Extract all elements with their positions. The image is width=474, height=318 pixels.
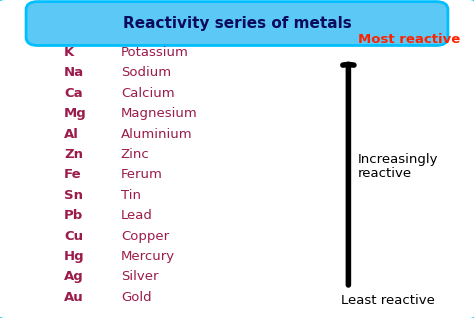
Text: Least reactive: Least reactive	[341, 294, 435, 307]
Text: reactive: reactive	[358, 167, 412, 180]
Text: Au: Au	[64, 291, 84, 304]
Text: Aluminium: Aluminium	[121, 128, 192, 141]
Text: Mg: Mg	[64, 107, 87, 120]
Text: Potassium: Potassium	[121, 46, 189, 59]
Text: Calcium: Calcium	[121, 87, 174, 100]
Text: Magnesium: Magnesium	[121, 107, 198, 120]
Text: Copper: Copper	[121, 230, 169, 243]
Text: K: K	[64, 46, 74, 59]
Text: Fe: Fe	[64, 169, 82, 181]
Text: Zinc: Zinc	[121, 148, 150, 161]
Text: Na: Na	[64, 66, 84, 80]
Text: Gold: Gold	[121, 291, 152, 304]
Text: Sn: Sn	[64, 189, 83, 202]
Text: Increasingly: Increasingly	[358, 153, 438, 165]
FancyBboxPatch shape	[26, 2, 448, 45]
Text: Most reactive: Most reactive	[358, 33, 460, 46]
Text: Al: Al	[64, 128, 79, 141]
Text: Cu: Cu	[64, 230, 83, 243]
Text: Pb: Pb	[64, 209, 83, 222]
Text: Silver: Silver	[121, 270, 158, 283]
Text: Mercury: Mercury	[121, 250, 175, 263]
Text: Sodium: Sodium	[121, 66, 171, 80]
Text: Ag: Ag	[64, 270, 84, 283]
Text: Ferum: Ferum	[121, 169, 163, 181]
Text: Tin: Tin	[121, 189, 141, 202]
Text: Zn: Zn	[64, 148, 83, 161]
Text: Hg: Hg	[64, 250, 85, 263]
Text: Reactivity series of metals: Reactivity series of metals	[123, 16, 351, 31]
Text: Ca: Ca	[64, 87, 82, 100]
Text: Lead: Lead	[121, 209, 153, 222]
